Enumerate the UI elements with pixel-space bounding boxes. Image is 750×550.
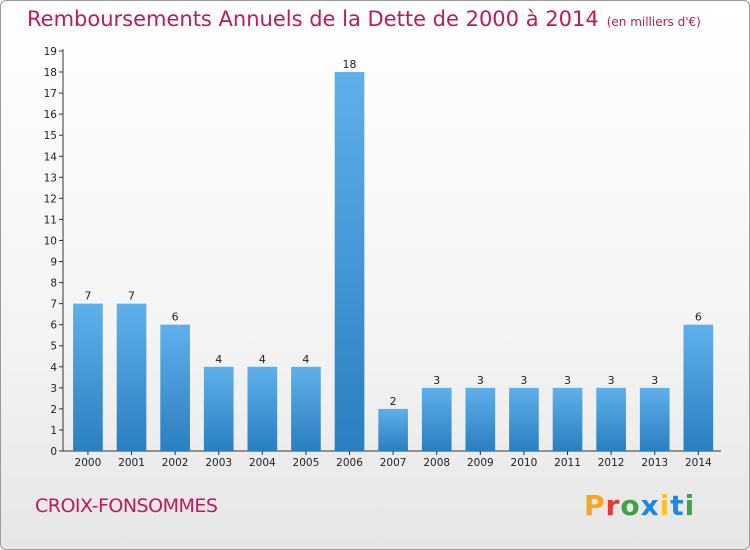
x-tick-label: 2007 [380, 457, 407, 469]
y-tick-label: 8 [50, 278, 57, 290]
bar-value-label: 3 [608, 374, 615, 387]
bar [291, 366, 321, 451]
bar [334, 72, 365, 451]
y-tick-label: 7 [50, 299, 57, 311]
bar-value-label: 3 [433, 374, 440, 387]
y-tick-label: 2 [50, 404, 57, 416]
logo-letter: i [684, 489, 696, 522]
logo-letter: r [605, 489, 621, 522]
bar-value-label: 3 [564, 374, 571, 387]
bar [509, 387, 539, 451]
y-tick-label: 9 [50, 257, 57, 269]
bar-value-label: 4 [215, 353, 222, 366]
bar [639, 387, 670, 451]
x-tick-label: 2012 [598, 457, 625, 469]
bar [421, 387, 452, 451]
x-tick-label: 2000 [75, 457, 102, 469]
chart-title: Remboursements Annuels de la Dette de 20… [27, 7, 701, 31]
x-tick-label: 2001 [118, 457, 145, 469]
x-tick-label: 2003 [205, 457, 232, 469]
x-tick-label: 2005 [293, 457, 320, 469]
x-tick-label: 2004 [249, 457, 276, 469]
y-tick-label: 3 [50, 383, 57, 395]
bar-value-label: 7 [128, 290, 135, 303]
bar-value-label: 4 [302, 353, 309, 366]
x-tick-label: 2011 [554, 457, 581, 469]
bar [465, 387, 496, 451]
bar [203, 366, 234, 451]
y-tick-label: 15 [44, 130, 57, 142]
y-tick-label: 13 [44, 172, 57, 184]
bar [116, 303, 147, 451]
chart-labels: 7 2000 7 2001 6 2002 4 2003 4 2004 4 2005 18 2006 2 200… [75, 58, 712, 469]
y-tick-label: 10 [44, 235, 57, 247]
bar-value-label: 18 [343, 58, 357, 71]
bar-value-label: 2 [390, 395, 397, 408]
y-tick-label: 6 [50, 320, 57, 332]
x-tick-label: 2008 [423, 457, 450, 469]
commune-name: CROIX-FONSOMMES [35, 495, 218, 517]
bar-value-label: 3 [520, 374, 527, 387]
bar-value-label: 6 [695, 311, 702, 324]
x-tick-label: 2009 [467, 457, 494, 469]
x-tick-label: 2013 [641, 457, 668, 469]
bar [378, 408, 408, 451]
y-tick-label: 12 [44, 193, 57, 205]
logo-letter: x [640, 489, 660, 522]
bar-value-label: 4 [259, 353, 266, 366]
y-tick-label: 5 [50, 341, 57, 353]
logo-letter: o [620, 489, 641, 522]
bar-value-label: 3 [477, 374, 484, 387]
proxiti-logo: Proxiti [584, 489, 695, 522]
x-tick-label: 2014 [685, 457, 712, 469]
y-tick-label: 16 [44, 109, 58, 121]
x-tick-label: 2002 [162, 457, 189, 469]
y-tick-label: 17 [44, 88, 57, 100]
y-tick-label: 18 [44, 67, 57, 79]
bar-value-label: 3 [651, 374, 658, 387]
chart-title-text: Remboursements Annuels de la Dette de 20… [27, 7, 599, 31]
bar [596, 387, 626, 451]
x-tick-label: 2010 [511, 457, 538, 469]
y-tick-label: 14 [44, 151, 58, 163]
bar-value-label: 7 [84, 290, 91, 303]
bar [73, 303, 103, 451]
bar [552, 387, 583, 451]
chart-unit: (en milliers d'€) [606, 15, 701, 29]
bar [683, 324, 714, 451]
chart-bars [73, 72, 714, 451]
logo-letter: i [659, 489, 671, 522]
bar-value-label: 6 [172, 311, 179, 324]
y-tick-label: 11 [44, 214, 57, 226]
logo-letter: P [584, 489, 606, 522]
y-tick-label: 19 [44, 46, 57, 58]
y-tick-label: 4 [50, 362, 57, 374]
x-tick-label: 2006 [336, 457, 363, 469]
logo-letter: t [670, 489, 685, 522]
bar [247, 366, 278, 451]
y-tick-label: 0 [50, 446, 57, 458]
y-tick-label: 1 [50, 425, 57, 437]
bar [160, 324, 190, 451]
